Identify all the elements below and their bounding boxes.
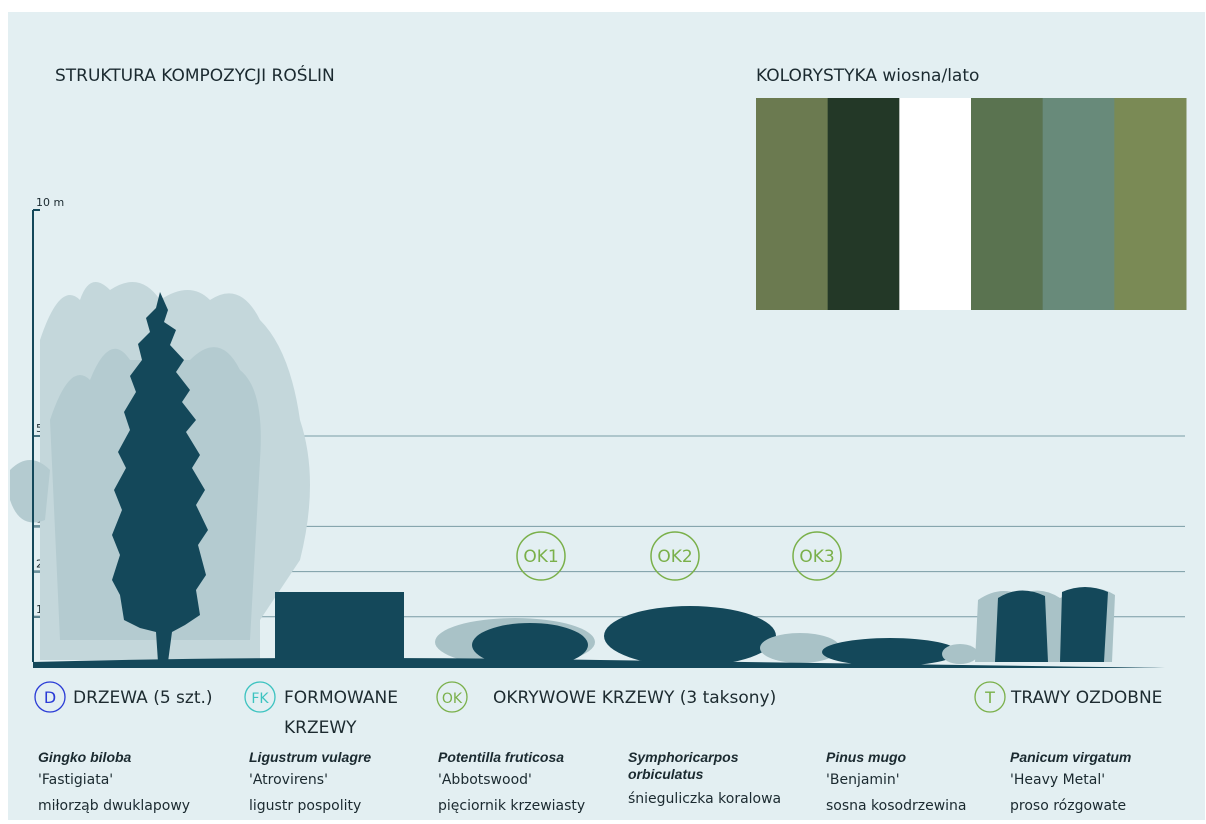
common-name: proso rózgowate	[1010, 798, 1126, 814]
latin-name: Panicum virgatum	[1010, 749, 1131, 765]
common-name: sosna kosodrzewina	[826, 798, 967, 814]
common-name: pięciornik krzewiasty	[438, 798, 585, 814]
palette	[756, 98, 1187, 310]
color-swatch	[1043, 98, 1115, 310]
marker-label: OK3	[799, 547, 834, 567]
hedge-silhouette	[275, 592, 404, 662]
marker-label: OK1	[523, 547, 558, 567]
legend-label: TRAWY OZDOBNE	[1010, 688, 1162, 708]
cultivar: 'Fastigiata'	[38, 772, 113, 788]
latin-name: orbiculatus	[628, 766, 704, 782]
color-swatch	[899, 98, 971, 310]
legend-symbol-label: D	[44, 688, 56, 707]
grasses	[975, 587, 1115, 662]
common-name: śnieguliczka koralowa	[628, 791, 781, 807]
latin-name: Symphoricarpos	[628, 749, 739, 765]
cultivar: 'Atrovirens'	[249, 772, 328, 788]
legend-symbol-label: OK	[442, 691, 463, 707]
color-swatch	[1114, 98, 1186, 310]
color-swatch	[971, 98, 1043, 310]
latin-name: Gingko biloba	[38, 749, 132, 765]
color-swatch	[756, 98, 828, 310]
legend-symbol-label: T	[984, 688, 995, 707]
legend-label: DRZEWA (5 szt.)	[73, 688, 213, 708]
latin-name: Pinus mugo	[826, 749, 907, 765]
common-name: ligustr pospolity	[249, 798, 361, 814]
common-name: miłorząb dwuklapowy	[38, 798, 190, 814]
tick-label: 10 m	[36, 196, 64, 209]
latin-name: Ligustrum vulagre	[249, 749, 371, 765]
legend-label: FORMOWANE	[284, 688, 398, 708]
marker-label: OK2	[657, 547, 692, 567]
palette-title: KOLORYSTYKA wiosna/lato	[756, 66, 979, 86]
legend-label: KRZEWY	[284, 718, 357, 738]
color-swatch	[828, 98, 900, 310]
latin-name: Potentilla fruticosa	[438, 749, 564, 765]
cultivar: 'Benjamin'	[826, 772, 900, 788]
legend-symbol-label: FK	[251, 691, 269, 707]
diagram: STRUKTURA KOMPOZYCJI ROŚLIN KOLORYSTYKA …	[0, 0, 1206, 820]
cultivar: 'Abbotswood'	[438, 772, 532, 788]
legend-label: OKRYWOWE KRZEWY (3 taksony)	[493, 688, 776, 708]
cultivar: 'Heavy Metal'	[1010, 772, 1105, 788]
title: STRUKTURA KOMPOZYCJI ROŚLIN	[55, 64, 335, 86]
page: STRUKTURA KOMPOZYCJI ROŚLIN KOLORYSTYKA …	[0, 0, 1206, 820]
